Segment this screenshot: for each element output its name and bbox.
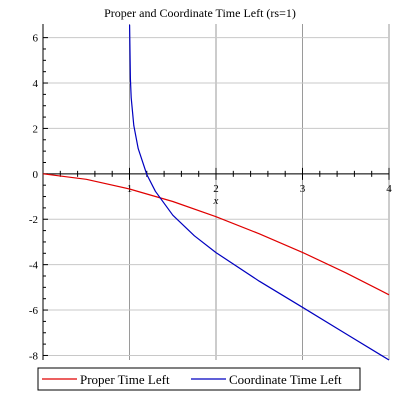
x-axis-label: x <box>213 195 219 207</box>
series-line-0 <box>42 173 390 296</box>
chart-title: Proper and Coordinate Time Left (rs=1) <box>104 6 296 20</box>
grid <box>43 24 390 360</box>
series-line-1 <box>129 24 390 361</box>
x-tick-label-1: 2 <box>213 183 219 195</box>
y-tick-label-7: -8 <box>29 350 39 362</box>
x-tick-label-2: 3 <box>300 183 306 195</box>
y-tick-label-6: -6 <box>29 305 39 317</box>
y-tick-label-4: -2 <box>29 214 38 226</box>
y-tick-label-2: 2 <box>33 123 39 135</box>
legend-label-coordinate-time: Coordinate Time Left <box>229 372 342 387</box>
y-tick-label-3: 0 <box>33 169 39 181</box>
x-tick-label-3: 4 <box>386 183 392 195</box>
legend: Proper Time Left Coordinate Time Left <box>37 367 361 391</box>
legend-label-proper-time: Proper Time Left <box>80 372 170 387</box>
y-tick-label-1: 4 <box>33 78 39 90</box>
y-tick-label-5: -4 <box>29 260 39 272</box>
series-layer <box>42 24 390 361</box>
y-tick-label-0: 6 <box>33 33 39 45</box>
